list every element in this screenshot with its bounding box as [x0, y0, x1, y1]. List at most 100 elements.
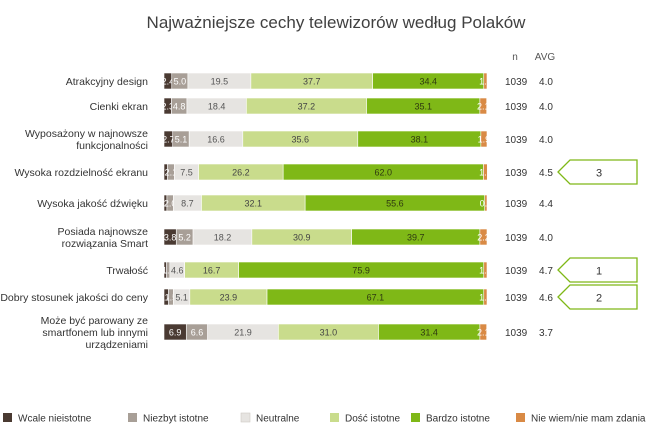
data-label: 16.7: [203, 266, 221, 276]
data-label: 1.0: [479, 266, 492, 276]
data-label: 2.1: [477, 328, 490, 338]
row-7: Trwałość 0.81.04.6 16.7 75.9 1.0 1039 4.7: [106, 261, 553, 279]
data-label: 75.9: [352, 266, 370, 276]
data-label: 31.4: [420, 328, 438, 338]
n-value: 1039: [505, 77, 528, 88]
legend-label: Wcale nieistotne: [18, 414, 92, 425]
legend-label: Neutralne: [256, 414, 300, 425]
data-label: 4.8: [173, 102, 186, 112]
rank-label: 2: [596, 293, 602, 305]
n-value: 1039: [505, 135, 528, 146]
category-label: Wysoka rozdzielność ekranu: [14, 167, 148, 179]
legend: Wcale nieistotne Niezbyt istotne Neutralne…: [3, 412, 646, 425]
legend-label: Niezbyt istotne: [143, 414, 209, 425]
legend-item: Dość istotne: [330, 413, 400, 425]
bar-segment: [484, 194, 488, 212]
data-label: 37.2: [298, 102, 316, 112]
rank-badge: 2: [557, 284, 638, 310]
column-header-avg: AVG: [535, 52, 556, 63]
data-label: 2.0: [164, 199, 177, 209]
data-label: 0.9: [159, 199, 172, 209]
column-header-n: n: [512, 52, 518, 63]
data-label: 5.1: [175, 135, 188, 145]
category-label: Trwałość: [106, 265, 148, 277]
n-value: 1039: [505, 102, 528, 113]
data-label: 1.0: [479, 293, 492, 303]
row-8: Dobry stosunek jakości do ceny 1.41.55.1 2…: [0, 288, 553, 306]
data-label: 2.1: [477, 102, 490, 112]
n-value: 1039: [505, 168, 528, 179]
category-label: urządzeniami: [86, 339, 148, 351]
bar-segment: [483, 163, 488, 181]
data-label: 19.5: [211, 77, 229, 87]
rank-badge-outline: [557, 159, 638, 185]
data-label: 6.9: [169, 328, 182, 338]
legend-label: Dość istotne: [345, 414, 400, 425]
data-label: 35.1: [414, 102, 432, 112]
chart-title: Najważniejsze cechy telewizorów według P…: [147, 13, 527, 32]
data-label: 2.1: [165, 168, 178, 178]
data-label: 1.4: [160, 293, 173, 303]
legend-swatch: [3, 413, 12, 422]
category-label: Cienki ekran: [90, 101, 149, 113]
data-label: 34.4: [419, 77, 437, 87]
n-value: 1039: [505, 293, 528, 304]
data-label: 8.7: [181, 199, 194, 209]
data-label: 23.9: [220, 293, 238, 303]
category-label: rozwiązania Smart: [62, 238, 148, 250]
data-label: 5.2: [178, 233, 191, 243]
data-label: 0.7: [480, 199, 493, 209]
rank-badge-outline: [557, 284, 638, 310]
data-label: 32.1: [245, 199, 263, 209]
avg-value: 4.0: [539, 135, 553, 146]
avg-value: 4.0: [539, 102, 553, 113]
data-label: 6.6: [191, 328, 204, 338]
avg-value: 4.0: [539, 233, 553, 244]
legend-item: Bardzo istotne: [411, 413, 490, 425]
data-label: 1.1: [160, 168, 173, 178]
data-label: 39.7: [407, 233, 425, 243]
data-label: 26.2: [232, 168, 250, 178]
data-label: 1.5: [165, 293, 178, 303]
data-label: 35.6: [292, 135, 310, 145]
data-label: 2.7: [162, 135, 175, 145]
legend-item: Niezbyt istotne: [128, 413, 209, 425]
legend-item: Neutralne: [240, 412, 300, 425]
bar-segment: [479, 228, 488, 246]
data-label: 62.0: [375, 168, 393, 178]
legend-swatch: [411, 413, 420, 422]
legend-item: Nie wiem/nie mam zdania: [516, 413, 646, 425]
bar-segment: [480, 130, 488, 148]
data-label: 2.3: [161, 102, 174, 112]
n-value: 1039: [505, 199, 528, 210]
chart-rows: Atrakcyjny design 2.4 5.0 19.5 37.7 34.4 1.0 10…: [0, 72, 638, 351]
rank-label: 1: [596, 266, 602, 278]
data-label: 0.8: [159, 266, 172, 276]
legend-swatch: [516, 413, 525, 422]
data-label: 16.6: [207, 135, 225, 145]
bar-segment: [479, 323, 487, 341]
data-label: 2.2: [477, 233, 490, 243]
bar-segment: [479, 97, 487, 115]
data-label: 55.6: [386, 199, 404, 209]
legend-label: Nie wiem/nie mam zdania: [531, 414, 646, 425]
category-label: funkcjonalności: [76, 140, 148, 152]
row-1: Atrakcyjny design 2.4 5.0 19.5 37.7 34.4 1.0 10…: [66, 72, 553, 90]
data-label: 37.7: [303, 77, 321, 87]
row-2: Cienki ekran 2.34.8 18.4 37.2 35.1 2.1 1039 4.0: [90, 97, 553, 115]
category-label: Posiada najnowsze: [58, 226, 149, 238]
category-label: Dobry stosunek jakości do ceny: [0, 292, 148, 304]
category-label: Wysoka jakość dźwięku: [37, 198, 148, 210]
avg-value: 3.7: [539, 328, 553, 339]
legend-swatch: [240, 412, 251, 423]
data-label: 1.0: [479, 77, 492, 87]
data-label: 3.8: [164, 233, 177, 243]
data-label: 18.2: [214, 233, 232, 243]
bar-segment: [483, 261, 488, 279]
row-5: Wysoka jakość dźwięku 0.92.0 8.7 32.1 55.6 0.…: [37, 194, 553, 212]
category-label: Może być parowany ze: [41, 315, 149, 327]
data-label: 67.1: [367, 293, 385, 303]
